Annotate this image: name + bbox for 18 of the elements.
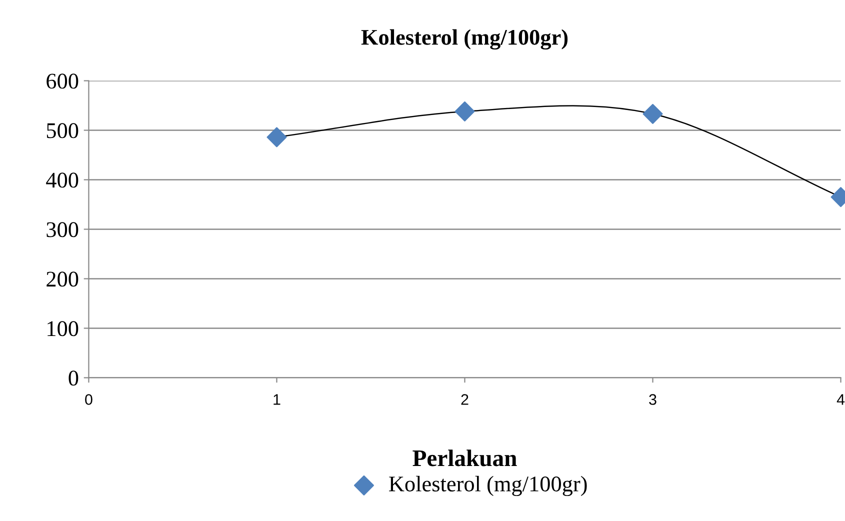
point	[454, 101, 475, 122]
point	[642, 104, 663, 124]
point	[266, 127, 287, 148]
y-tick-label: 400	[46, 172, 78, 188]
y-tick-label: 500	[46, 123, 78, 138]
chart-title: Kolesterol (mg/100gr)	[361, 29, 568, 50]
x-tick-label: 4	[836, 394, 845, 405]
x-tick-label: 0	[85, 394, 92, 405]
y-tick-label: 100	[48, 321, 78, 336]
legend-label: Kolesterol (mg/100gr)	[389, 476, 587, 496]
x-tick-label: 2	[461, 394, 468, 405]
x-tick-label: 1	[274, 394, 280, 405]
x-axis-title: Perlakuan	[412, 450, 517, 466]
y-tick-label: 200	[46, 272, 78, 287]
y-tick-label: 0	[68, 370, 78, 386]
y-tick-label: 300	[46, 222, 78, 238]
x-tick-label: 3	[649, 394, 656, 405]
y-tick-label: 600	[46, 74, 78, 89]
